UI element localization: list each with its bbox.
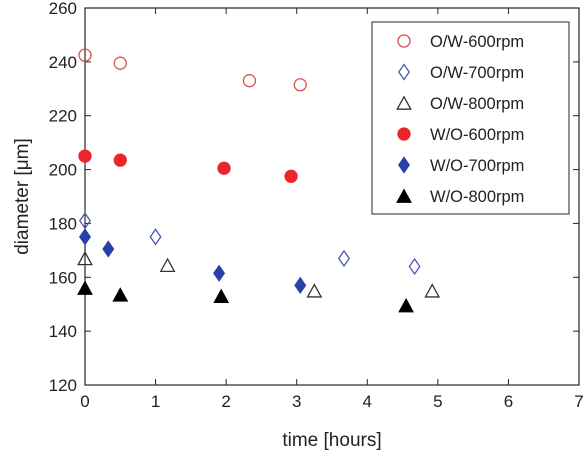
y-tick-label: 180 — [49, 214, 77, 233]
x-tick-label: 5 — [433, 392, 442, 411]
data-point — [294, 276, 307, 295]
legend-marker — [397, 127, 411, 141]
legend-box — [371, 21, 570, 215]
data-point — [77, 250, 93, 266]
data-point — [113, 153, 127, 167]
data-point — [149, 228, 162, 246]
y-tick-label: 200 — [49, 161, 77, 180]
data-point — [306, 283, 323, 298]
plot-frame — [84, 7, 580, 386]
data-point — [217, 161, 231, 175]
legend-marker — [396, 95, 412, 110]
data-point — [293, 78, 307, 92]
y-tick-label: 160 — [49, 268, 77, 287]
legend-label: W/O-700rpm — [430, 157, 524, 175]
legend-marker — [396, 188, 412, 203]
legend-marker — [397, 34, 411, 48]
tick-labels: 0 1 2 3 4 5 6 7 120 140 160 180 200 220 240 260 — [49, 0, 584, 411]
x-tick-label: 4 — [363, 392, 372, 411]
legend-marker — [398, 156, 410, 174]
x-tick-label: 0 — [80, 392, 89, 411]
legend-marker — [398, 63, 410, 81]
y-axis-label: diameter [μm] — [12, 138, 33, 255]
data-point — [102, 240, 115, 258]
x-tick-label: 6 — [504, 392, 513, 411]
data-point — [398, 298, 414, 313]
series-w-o-700rpm — [79, 228, 307, 295]
data-point — [78, 149, 92, 163]
series-o-w-800rpm — [77, 250, 441, 298]
legend: O/W-600rpm O/W-700rpm O/W-800rpm W/O-600rpm… — [371, 21, 570, 215]
series-w-o-600rpm — [78, 149, 298, 183]
x-tick-label: 3 — [292, 392, 301, 411]
data-point — [159, 257, 176, 273]
data-point — [213, 288, 230, 303]
data-point — [77, 280, 93, 295]
data-point — [79, 212, 91, 230]
x-tick-label: 2 — [221, 392, 230, 411]
x-tick-label: 1 — [151, 392, 160, 411]
data-point — [424, 283, 441, 298]
y-tick-label: 120 — [49, 376, 77, 395]
legend-label: W/O-800rpm — [430, 188, 524, 206]
data-point — [113, 56, 127, 70]
series-o-w-600rpm — [78, 48, 307, 92]
series-o-w-700rpm — [79, 212, 421, 276]
data-point — [213, 264, 226, 282]
y-tick-label: 260 — [49, 0, 77, 18]
data-point — [242, 74, 257, 88]
data-point — [338, 249, 350, 268]
data-point — [112, 287, 129, 302]
legend-label: O/W-700rpm — [430, 64, 524, 82]
series-w-o-800rpm — [77, 280, 414, 313]
x-tick-label: 7 — [574, 392, 583, 411]
legend-label: W/O-600rpm — [430, 126, 524, 144]
data-points — [77, 48, 441, 313]
data-point — [78, 48, 92, 62]
x-axis-label: time [hours] — [282, 430, 381, 451]
axes — [84, 7, 580, 386]
data-point — [79, 228, 91, 246]
y-tick-label: 220 — [49, 107, 77, 126]
y-tick-label: 240 — [49, 53, 77, 72]
y-tick-label: 140 — [49, 322, 77, 341]
data-point — [408, 257, 421, 276]
legend-label: O/W-800rpm — [430, 95, 524, 113]
legend-label: O/W-600rpm — [430, 33, 524, 51]
data-point — [284, 169, 298, 183]
